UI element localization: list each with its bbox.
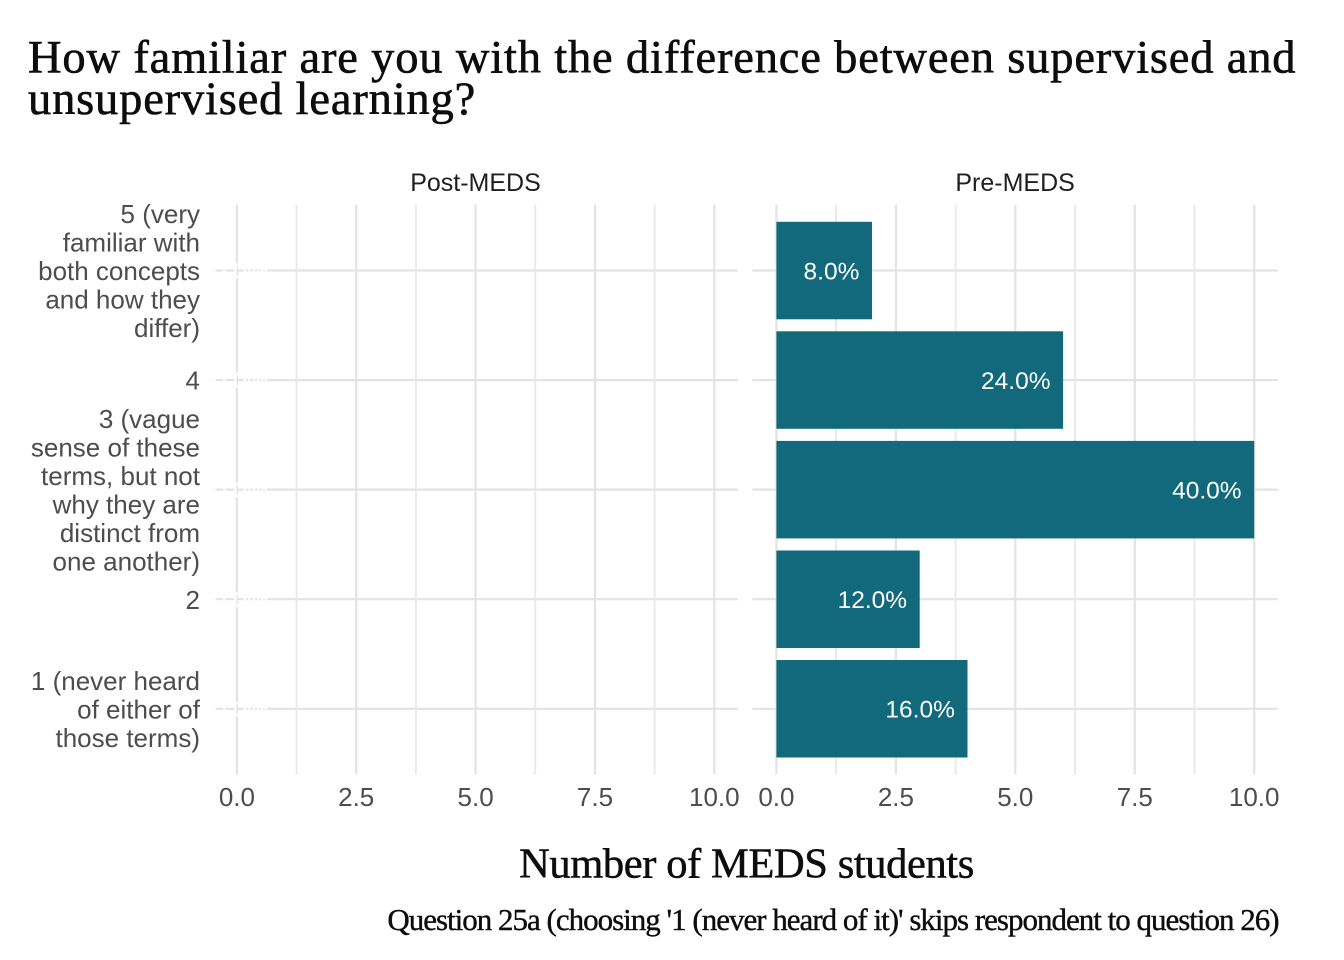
svg-text:0.0%: 0.0% (213, 368, 269, 395)
svg-text:Question 25a (choosing '1 (nev: Question 25a (choosing '1 (never heard o… (387, 902, 1278, 937)
svg-text:familiar with: familiar with (63, 228, 200, 258)
svg-text:both concepts: both concepts (38, 256, 200, 286)
svg-text:How familiar are you with the: How familiar are you with the difference… (28, 33, 1296, 84)
svg-text:8.0%: 8.0% (804, 258, 860, 285)
svg-text:sense of these: sense of these (31, 433, 200, 463)
svg-text:differ): differ) (134, 313, 200, 343)
svg-text:5 (very: 5 (very (121, 199, 200, 229)
svg-text:why they are: why they are (52, 490, 200, 520)
svg-text:0.0: 0.0 (219, 782, 255, 812)
svg-text:2: 2 (186, 585, 200, 615)
svg-text:2.5: 2.5 (338, 782, 374, 812)
svg-text:0.0%: 0.0% (213, 258, 269, 285)
svg-text:7.5: 7.5 (1117, 782, 1153, 812)
svg-text:0.0: 0.0 (758, 782, 794, 812)
svg-text:Number of MEDS students: Number of MEDS students (519, 841, 974, 888)
svg-text:unsupervised learning?: unsupervised learning? (28, 74, 476, 125)
svg-text:2.5: 2.5 (878, 782, 914, 812)
svg-text:1 (never heard: 1 (never heard (31, 666, 200, 696)
svg-text:0.0%: 0.0% (213, 478, 269, 505)
svg-text:10.0: 10.0 (689, 782, 740, 812)
svg-text:and how they: and how they (45, 285, 200, 315)
svg-text:24.0%: 24.0% (981, 368, 1050, 395)
svg-text:terms, but not: terms, but not (41, 461, 201, 491)
svg-text:4: 4 (186, 366, 200, 396)
svg-text:3 (vague: 3 (vague (99, 404, 200, 434)
svg-text:12.0%: 12.0% (838, 587, 907, 614)
svg-text:5.0: 5.0 (997, 782, 1033, 812)
svg-text:5.0: 5.0 (458, 782, 494, 812)
svg-text:0.0%: 0.0% (213, 587, 269, 614)
svg-text:those terms): those terms) (56, 723, 201, 753)
svg-text:one another): one another) (53, 547, 200, 577)
svg-text:16.0%: 16.0% (885, 697, 954, 724)
svg-text:of either of: of either of (77, 694, 201, 724)
svg-text:Post-MEDS: Post-MEDS (410, 169, 541, 197)
svg-text:40.0%: 40.0% (1172, 478, 1241, 505)
svg-text:10.0: 10.0 (1229, 782, 1280, 812)
svg-text:7.5: 7.5 (577, 782, 613, 812)
svg-text:0.0%: 0.0% (213, 697, 269, 724)
svg-text:distinct from: distinct from (60, 518, 200, 548)
svg-text:Pre-MEDS: Pre-MEDS (955, 169, 1074, 197)
